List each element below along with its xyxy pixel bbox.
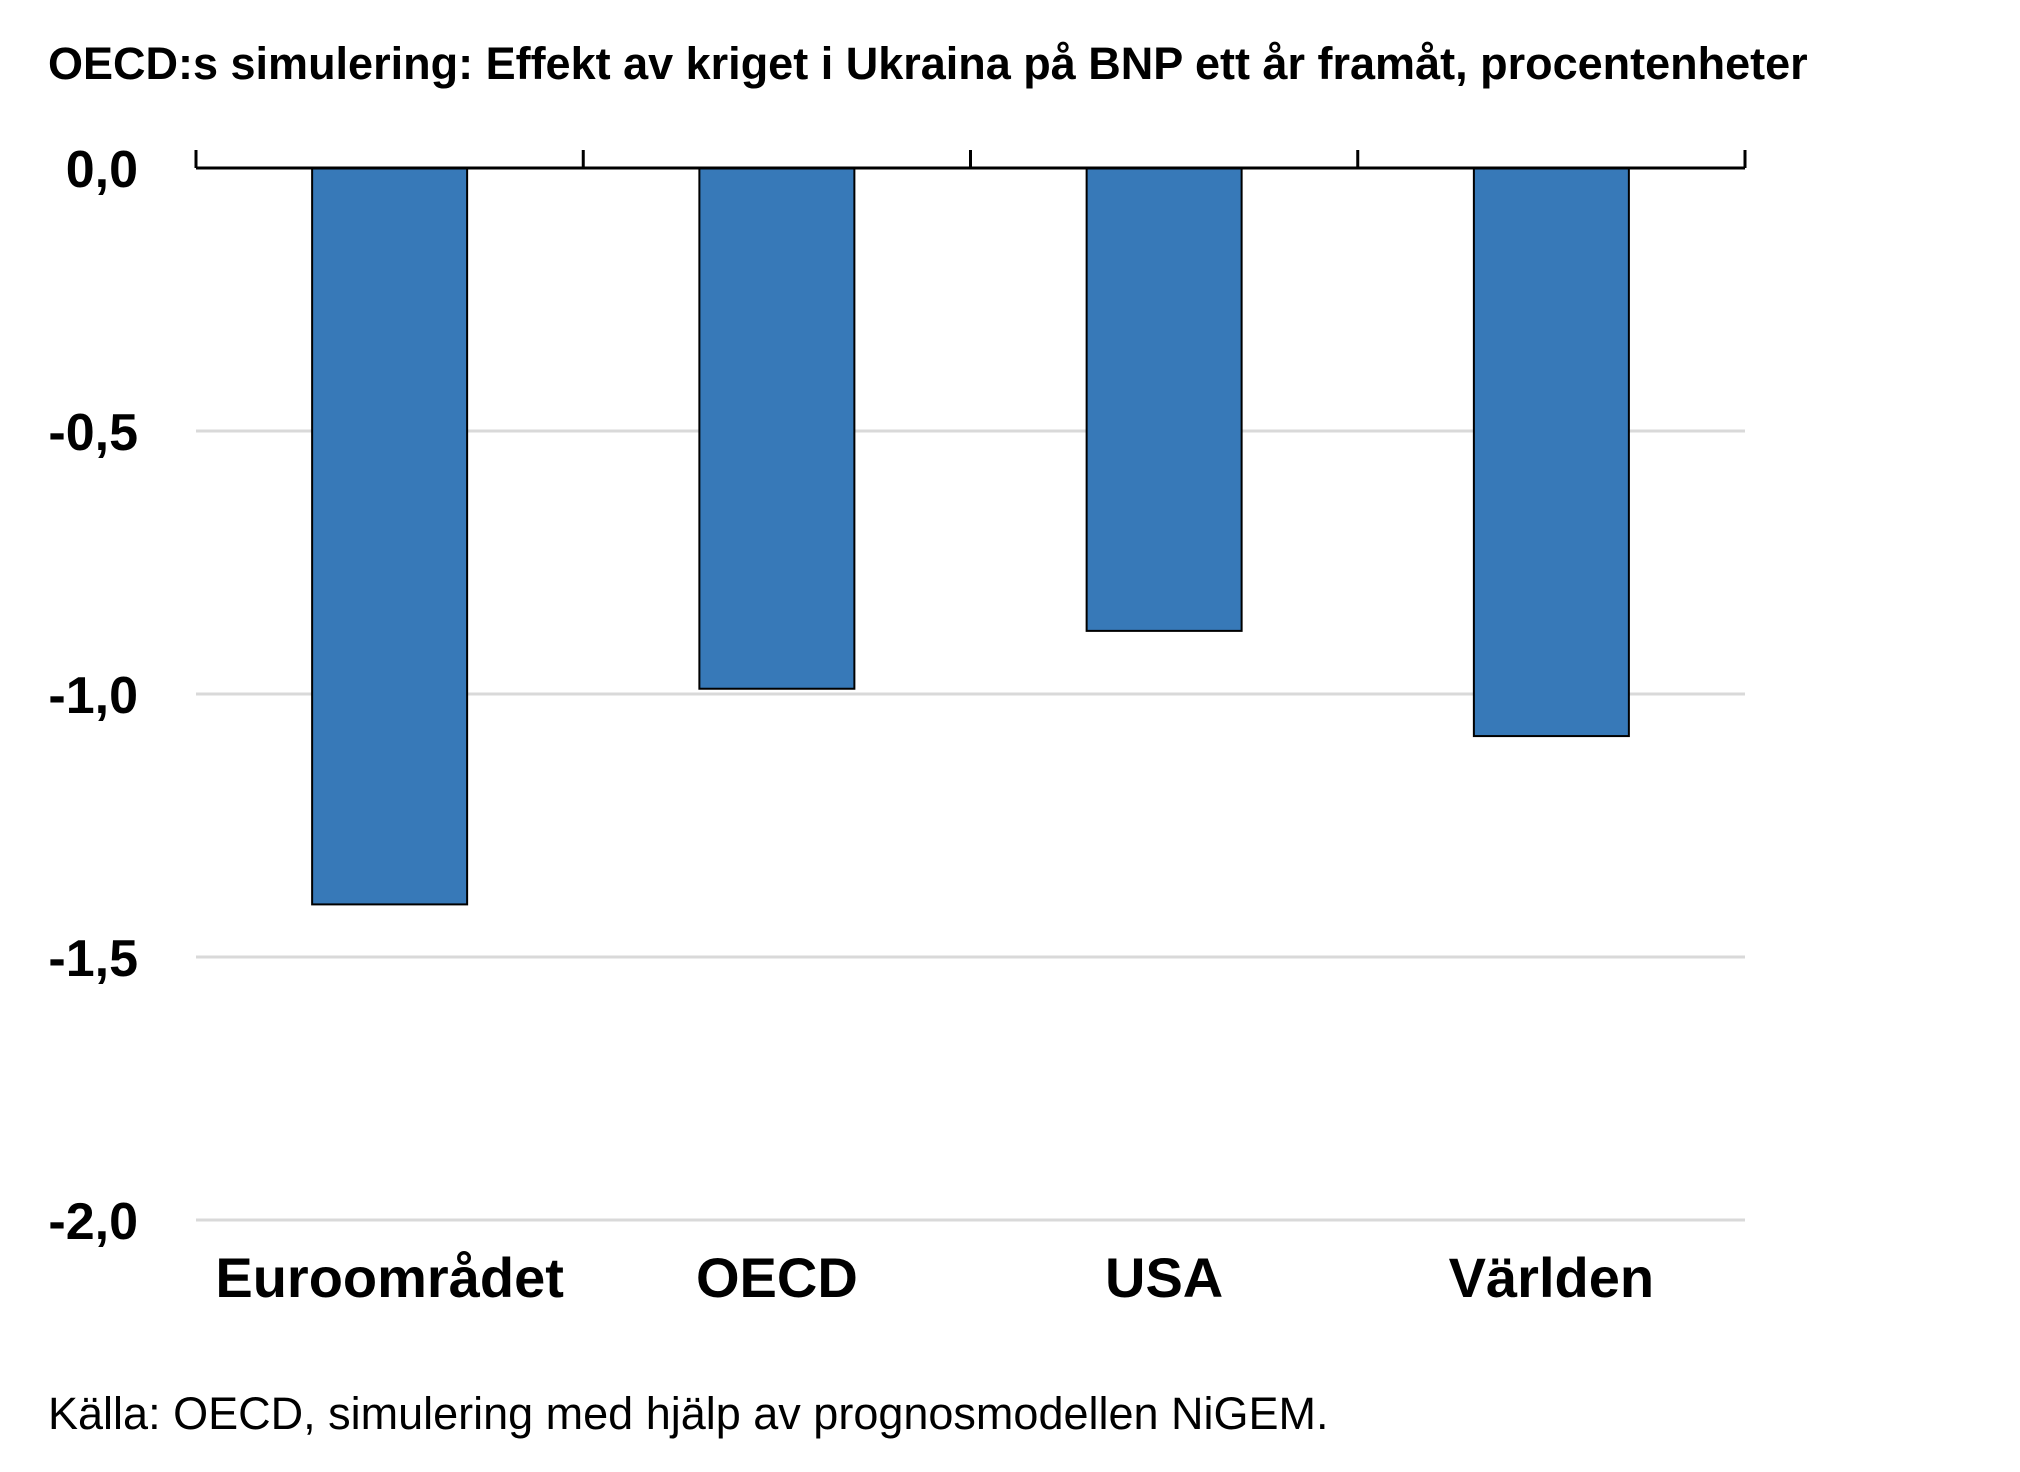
category-label: OECD	[696, 1246, 858, 1309]
category-labels: Euroområdet OECD USA Världen	[215, 1246, 1654, 1309]
y-axis-labels: 0,0 -0,5 -1,0 -1,5 -2,0	[48, 141, 138, 1251]
bar-världen	[1472, 167, 1630, 738]
bar-oecd	[698, 167, 856, 690]
bars	[311, 167, 1630, 906]
bar-usa	[1085, 167, 1243, 632]
y-tick-label: 0,0	[66, 141, 138, 199]
chart-title: OECD:s simulering: Effekt av kriget i Uk…	[48, 38, 1808, 89]
category-label: Euroområdet	[215, 1246, 564, 1309]
y-tick-label: -0,5	[48, 404, 138, 462]
category-label: USA	[1105, 1246, 1223, 1309]
y-tick-label: -1,5	[48, 930, 138, 988]
y-tick-label: -1,0	[48, 667, 138, 725]
category-label: Världen	[1449, 1246, 1654, 1309]
y-tick-label: -2,0	[48, 1193, 138, 1251]
bar-euroområdet	[311, 167, 469, 906]
x-axis	[194, 150, 1747, 170]
source-note: Källa: OECD, simulering med hjälp av pro…	[48, 1388, 1329, 1439]
